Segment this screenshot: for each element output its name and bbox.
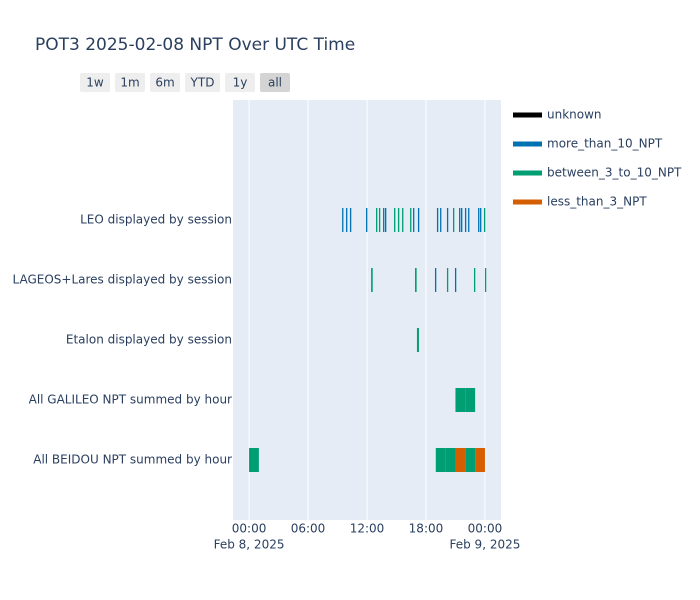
x-tick-label: 00:00 (468, 522, 503, 536)
timeline-bar (468, 208, 470, 232)
timeline-bar (453, 208, 455, 232)
timeline-bar (349, 208, 352, 232)
timeline-bar (385, 208, 387, 232)
timeline-bar (414, 268, 417, 292)
x-tick-date: Feb 9, 2025 (450, 538, 521, 552)
y-tick-label: All BEIDOU NPT summed by hour (33, 453, 232, 467)
x-tick-label: 18:00 (409, 522, 444, 536)
timeline-bar (371, 268, 373, 292)
range-button[interactable] (80, 73, 110, 92)
timeline-bar (455, 388, 466, 412)
x-tick-date: Feb 8, 2025 (214, 538, 285, 552)
chart-title: POT3 2025-02-08 NPT Over UTC Time (35, 35, 355, 55)
timeline-bar (383, 208, 385, 232)
timeline-bar (446, 268, 449, 292)
range-button-label[interactable]: all (268, 76, 282, 90)
range-button[interactable] (185, 73, 220, 92)
timeline-bar (454, 268, 457, 292)
range-button-label[interactable]: 1m (120, 76, 139, 90)
timeline-bar (394, 208, 396, 232)
timeline-bar (465, 448, 476, 472)
timeline-bar (249, 448, 259, 472)
range-button[interactable] (225, 73, 255, 92)
range-button-label[interactable]: 6m (155, 76, 174, 90)
timeline-bar (416, 328, 419, 352)
timeline-bar (376, 208, 378, 232)
timeline-bar (480, 208, 482, 232)
timeline-bar (465, 388, 476, 412)
range-button-label[interactable]: YTD (190, 76, 215, 90)
timeline-bar (346, 208, 348, 232)
timeline-bar (475, 448, 485, 472)
legend-label: unknown (547, 108, 602, 122)
timeline-bar (445, 448, 456, 472)
timeline-bar (464, 208, 467, 232)
timeline-bar (413, 208, 415, 232)
x-tick-label: 06:00 (291, 522, 326, 536)
timeline-bar (366, 208, 368, 232)
range-button-label[interactable]: 1w (86, 76, 104, 90)
y-tick-label: Etalon displayed by session (66, 333, 232, 347)
timeline-bar (483, 208, 486, 232)
y-tick-label: All GALILEO NPT summed by hour (29, 393, 232, 407)
timeline-bar (434, 268, 437, 292)
timeline-bar (410, 208, 412, 232)
timeline-bar (436, 208, 439, 232)
legend-label: between_3_to_10_NPT (547, 166, 682, 180)
timeline-bar (342, 208, 344, 232)
timeline-bar (459, 208, 461, 232)
range-button[interactable] (150, 73, 180, 92)
timeline-bar (473, 268, 476, 292)
timeline-bar (484, 268, 487, 292)
timeline-bar (397, 208, 400, 232)
timeline-bar (417, 208, 420, 232)
timeline-bar (455, 448, 466, 472)
range-button[interactable] (260, 73, 290, 92)
timeline-bar (402, 208, 404, 232)
legend-label: less_than_3_NPT (547, 195, 647, 209)
x-tick-label: 12:00 (350, 522, 385, 536)
range-button-label[interactable]: 1y (233, 76, 248, 90)
x-tick-label: 00:00 (232, 522, 267, 536)
y-tick-label: LAGEOS+Lares displayed by session (13, 273, 233, 287)
timeline-bar (446, 208, 449, 232)
timeline-bar (378, 208, 381, 232)
timeline-bar (478, 208, 480, 232)
timeline-bar (440, 208, 442, 232)
legend-label: more_than_10_NPT (547, 137, 663, 151)
timeline-bar (461, 208, 463, 232)
range-button[interactable] (115, 73, 145, 92)
timeline-bar (435, 448, 446, 472)
y-tick-label: LEO displayed by session (80, 213, 232, 227)
